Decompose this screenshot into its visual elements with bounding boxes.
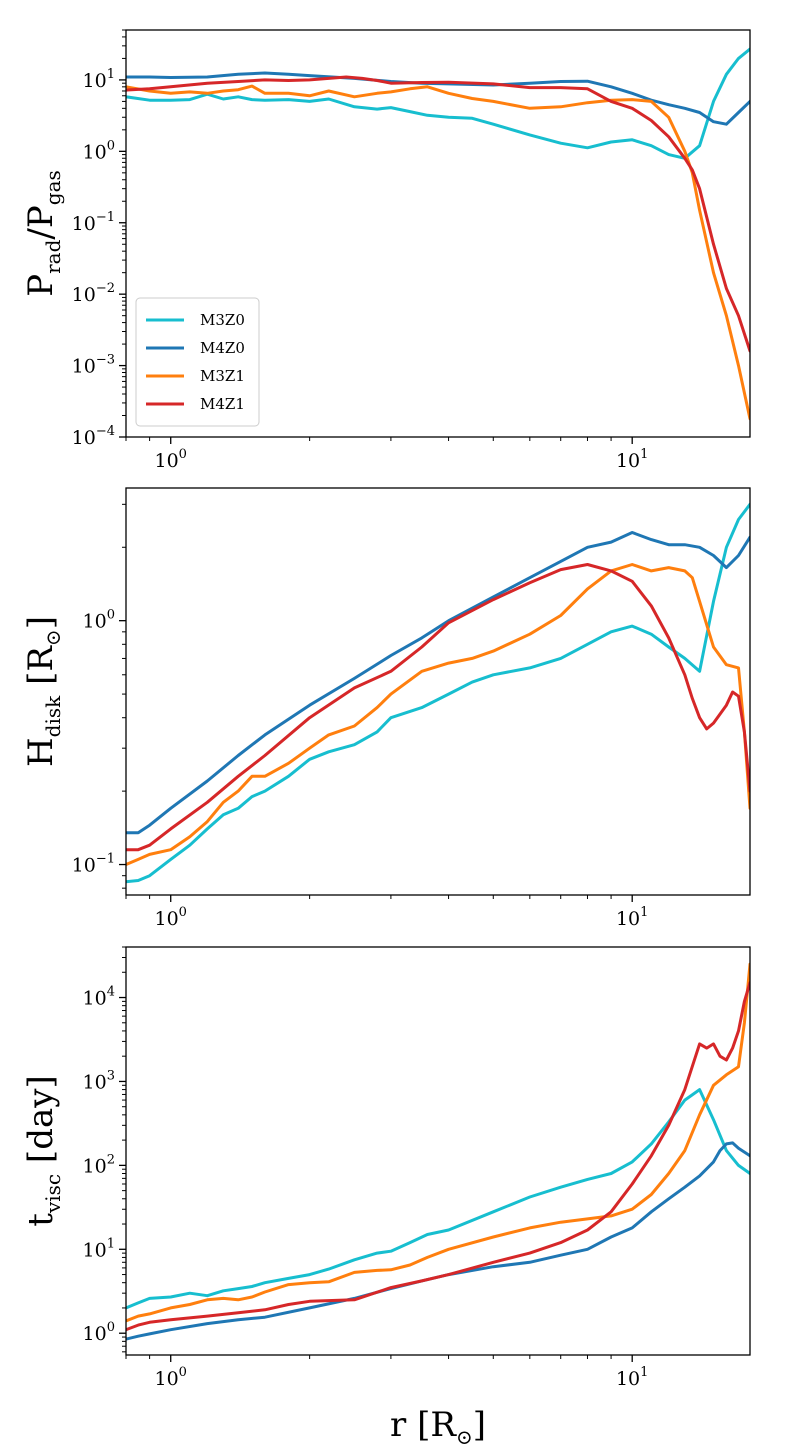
panel-2: 100 101 10−1 100 Hdisk [R⊙]: [21, 487, 751, 930]
panel-1: 100 101 10−4 10−3 10−2 10−1 100 101 Prad/Pgas M3Z…: [21, 29, 751, 472]
panel-3: 100 101 100 101 102 103 104 tvisc [day] r [R⊙]: [21, 946, 751, 1449]
x-tick-label: 101: [616, 447, 648, 472]
series-group: [126, 502, 750, 884]
x-tick-label: 101: [616, 905, 648, 930]
series-line-m3z0: [126, 1088, 750, 1310]
series-line-m4z0: [126, 71, 750, 126]
y-tick-label: 10−1: [72, 210, 115, 235]
legend-label: M3Z1: [200, 367, 245, 385]
series-line-m4z1: [126, 563, 750, 852]
axes-frame: [125, 487, 751, 896]
series-line-m3z0: [126, 502, 750, 884]
x-tick-label: 100: [154, 1365, 186, 1390]
y-tick-label: 10−2: [72, 281, 115, 306]
axes-frame: [125, 29, 751, 438]
y-tick-label: 100: [83, 138, 115, 163]
y-tick-label: 100: [83, 608, 115, 633]
series-line-m4z0: [126, 531, 750, 835]
x-axis-label: r [R⊙]: [390, 1405, 486, 1449]
y-axis-label: tvisc [day]: [21, 1075, 65, 1226]
y-tick-label: 100: [83, 1320, 115, 1345]
series-group: [126, 47, 750, 421]
legend-label: M3Z0: [200, 311, 245, 329]
y-tick-label: 102: [83, 1152, 115, 1177]
y-tick-label: 10−4: [72, 424, 115, 449]
y-tick-label: 101: [83, 67, 115, 92]
x-tick-label: 100: [154, 905, 186, 930]
series-group: [126, 962, 750, 1341]
x-tick-label: 101: [616, 1365, 648, 1390]
y-axis-label: Prad/Pgas: [21, 170, 65, 297]
series-line-m4z0: [126, 1141, 750, 1341]
series-line-m3z0: [126, 47, 750, 160]
y-tick-label: 104: [83, 985, 115, 1010]
y-tick-label: 10−1: [72, 852, 115, 877]
y-tick-label: 101: [83, 1236, 115, 1261]
legend-label: M4Z0: [200, 339, 245, 357]
x-tick-label: 100: [154, 447, 186, 472]
axes-frame: [125, 946, 751, 1356]
legend-label: M4Z1: [200, 395, 245, 413]
legend-box: [135, 297, 260, 427]
series-line-m4z1: [126, 75, 750, 353]
y-tick-label: 10−3: [72, 353, 115, 378]
series-line-m4z1: [126, 981, 750, 1332]
y-axis-label: Hdisk [R⊙]: [21, 616, 65, 767]
y-tick-label: 103: [83, 1068, 115, 1093]
series-line-m3z1: [126, 962, 750, 1323]
legend: M3Z0 M4Z0 M3Z1 M4Z1: [135, 297, 260, 427]
series-line-m3z1: [126, 563, 750, 866]
